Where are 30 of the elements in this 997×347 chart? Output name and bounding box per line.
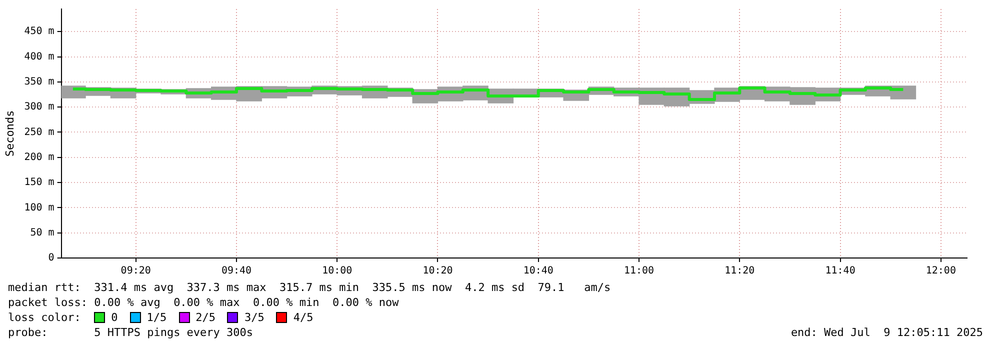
y-tick-label: 100 m [24,202,54,214]
x-tick-label: 11:40 [825,266,856,277]
y-tick-label: 150 m [24,177,54,188]
legend-label: 1/5 [146,310,167,325]
text: median rtt: 331.4 ms avg 337.3 ms max 315.7 ms min 335.5 ms now 4.2 ms sd 79.1 am/s [8,280,612,295]
x-tick-label: 10:20 [422,266,453,277]
legend-label: 3/5 [244,310,264,325]
y-tick-label: 0 [48,252,54,264]
y-tick-label: 450 m [24,26,54,38]
x-tick-label: 09:20 [120,266,151,277]
x-tick-label: 09:40 [221,266,252,277]
y-axis-title: Seconds [3,110,16,157]
legend-label: 2/5 [196,310,216,325]
y-tick-label: 300 m [24,102,54,113]
y-tick-label: 350 m [24,76,54,88]
x-tick-label: 10:40 [523,266,554,277]
x-tick-label: 10:00 [322,266,352,277]
legend-label: 4/5 [293,310,314,325]
legend-label: 0 [111,310,118,325]
x-tick-label: 11:00 [624,266,654,277]
x-tick-label: 11:20 [724,266,755,277]
text: end: Wed Jul 9 12:05:11 2025 [790,325,983,340]
y-tick-label: 200 m [24,152,54,163]
x-tick-label: 12:00 [926,266,956,277]
legend-title: loss color: [8,310,82,325]
y-tick-label: 50 m [30,227,54,238]
text: packet loss: 0.00 % avg 0.00 % max 0.00 % min 0.00 % now [8,295,400,310]
y-tick-label: 250 m [24,126,54,138]
y-tick-label: 400 m [24,51,54,62]
text: probe: 5 HTTPS pings every 300s [8,325,254,340]
